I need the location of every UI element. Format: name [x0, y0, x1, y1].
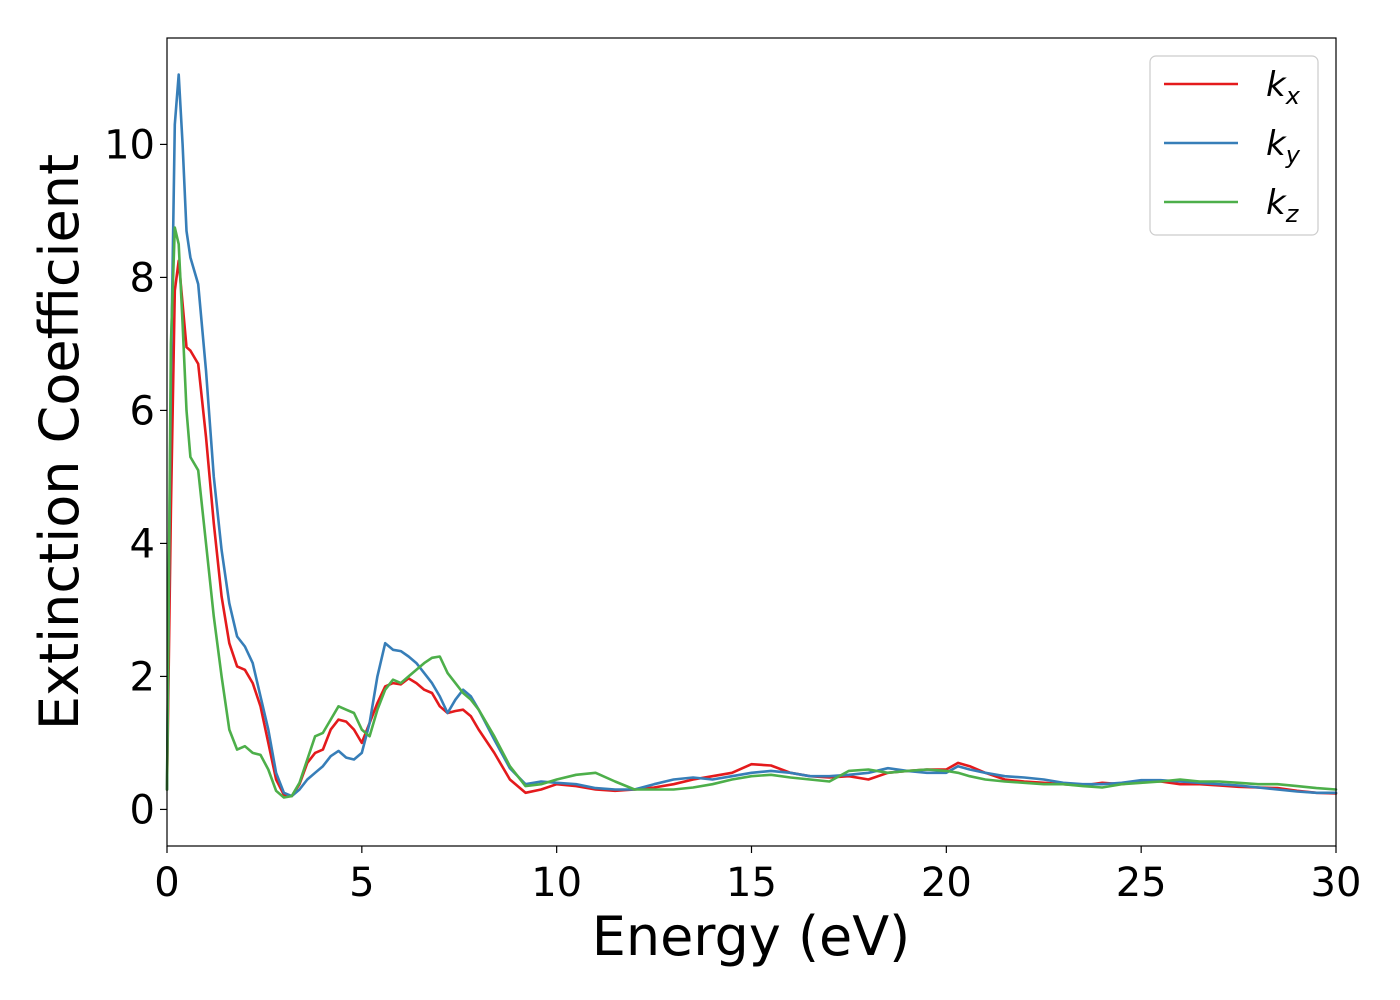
x-tick-label: 5 [349, 860, 374, 906]
legend-label-kx: kx [1266, 65, 1301, 110]
legend-box [1149, 55, 1319, 236]
y-tick-label: 8 [130, 255, 155, 301]
y-axis-title: Extinction Coefficient [28, 154, 91, 730]
y-tick-label: 2 [130, 654, 155, 700]
x-tick-label: 30 [1311, 860, 1362, 906]
y-tick-label: 4 [130, 521, 155, 567]
x-tick-label: 15 [726, 860, 777, 906]
x-tick-label: 10 [531, 860, 582, 906]
x-axis-title: Energy (eV) [592, 905, 911, 968]
series-layer [165, 73, 1338, 799]
series-line-kz [165, 226, 1338, 799]
x-axis: 0 5 10 15 20 25 30 [154, 846, 1361, 906]
y-tick-label: 6 [130, 388, 155, 434]
x-tick-label: 25 [1116, 860, 1167, 906]
x-tick-label: 0 [154, 860, 179, 906]
x-tick-label: 20 [921, 860, 972, 906]
y-tick-label: 0 [130, 787, 155, 833]
legend-label-ky: ky [1266, 124, 1301, 169]
y-tick-label: 10 [104, 122, 155, 168]
y-axis: 0 2 4 6 8 10 [104, 122, 167, 833]
legend-label-kz: kz [1266, 183, 1300, 228]
legend: kx ky kz [1149, 55, 1319, 236]
